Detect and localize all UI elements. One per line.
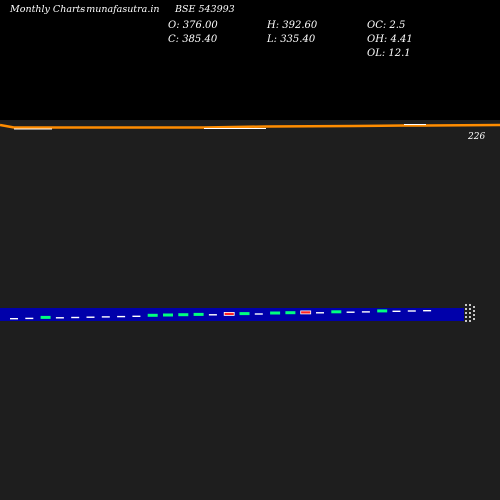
volume-marker-neutral xyxy=(361,311,370,313)
volume-marker-neutral xyxy=(10,318,18,320)
band-edge-ticks xyxy=(465,304,475,322)
volume-marker-neutral xyxy=(117,315,126,318)
ol-value: OL: 12.1 xyxy=(367,48,411,59)
volume-marker-down xyxy=(223,311,235,316)
volume-marker-up xyxy=(377,309,388,313)
close-value: C: 385.40 xyxy=(168,34,218,45)
volume-markers xyxy=(10,309,432,320)
volume-marker-neutral xyxy=(423,310,432,312)
volume-marker-up xyxy=(163,313,173,317)
volume-marker-up xyxy=(239,312,250,316)
price-panel-background xyxy=(0,0,500,120)
volume-marker-neutral xyxy=(392,310,401,312)
open-value: O: 376.00 xyxy=(168,20,218,31)
price-level-label: 226 xyxy=(467,132,485,142)
volume-marker-neutral xyxy=(86,316,95,318)
price-line-group: 226 xyxy=(0,123,500,142)
chart-period-label: Monthly Charts xyxy=(10,4,86,15)
volume-marker-neutral xyxy=(346,311,355,313)
site-label[interactable]: - munafasutra.in xyxy=(80,4,160,15)
price-line xyxy=(0,123,500,129)
volume-marker-neutral xyxy=(71,316,80,319)
volume-marker-neutral xyxy=(101,316,110,318)
volume-marker-neutral xyxy=(208,314,217,316)
volume-marker-neutral xyxy=(407,310,416,312)
low-value: L: 335.40 xyxy=(267,34,316,45)
volume-marker-neutral xyxy=(254,313,263,315)
volume-marker-neutral xyxy=(316,312,324,314)
volume-marker-neutral xyxy=(25,317,34,320)
volume-marker-up xyxy=(193,312,204,316)
oh-value: OH: 4.41 xyxy=(367,34,413,45)
oc-value: OC: 2.5 xyxy=(367,20,406,31)
volume-marker-down xyxy=(300,310,312,315)
volume-marker-neutral xyxy=(55,317,64,319)
volume-marker-up xyxy=(40,315,51,319)
symbol-label: BSE 543993 xyxy=(175,4,235,15)
volume-marker-up xyxy=(270,311,281,315)
volume-marker-neutral xyxy=(132,315,141,317)
volume-marker-up xyxy=(331,310,342,314)
volume-marker-up xyxy=(147,313,158,317)
volume-marker-up xyxy=(285,311,296,315)
high-value: H: 392.60 xyxy=(267,20,318,31)
volume-band-group xyxy=(0,304,475,322)
volume-marker-up xyxy=(178,313,189,317)
